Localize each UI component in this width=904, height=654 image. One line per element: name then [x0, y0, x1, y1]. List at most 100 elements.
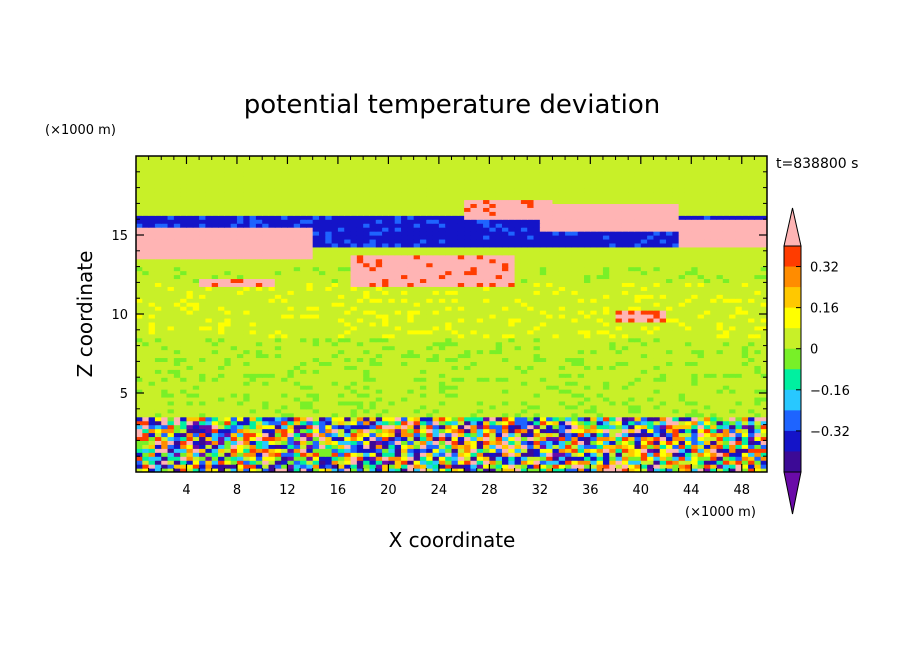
field-cell — [703, 333, 711, 339]
field-cell — [142, 337, 150, 343]
field-cell — [722, 353, 730, 359]
field-cell — [577, 428, 585, 434]
field-cell — [483, 290, 490, 295]
field-cell — [230, 412, 238, 418]
field-cell — [533, 432, 541, 438]
field-cell — [615, 317, 623, 323]
field-cell — [659, 361, 667, 366]
field-cell — [331, 278, 339, 283]
field-cell — [142, 416, 150, 422]
field-cell — [703, 432, 711, 438]
field-cell — [211, 400, 219, 406]
field-cell — [678, 369, 686, 374]
field-cell — [520, 420, 528, 426]
field-cell — [476, 396, 484, 402]
field-cell — [249, 329, 257, 335]
field-cell — [729, 468, 737, 472]
field-cell — [318, 400, 326, 406]
field-cell — [691, 325, 699, 331]
field-cell — [754, 408, 762, 414]
field-cell — [167, 302, 175, 307]
field-cell — [508, 365, 516, 370]
field-cell — [268, 282, 276, 287]
field-cell — [558, 456, 566, 461]
field-cell — [470, 274, 478, 280]
field-cell — [350, 317, 358, 323]
field-cell — [350, 444, 358, 449]
field-cell — [552, 310, 560, 315]
field-cell — [199, 349, 207, 355]
field-cell — [224, 329, 232, 335]
field-cell — [337, 440, 345, 445]
field-cell — [483, 345, 490, 351]
field-cell — [666, 298, 673, 303]
field-cell — [653, 452, 661, 457]
field-cell — [363, 373, 371, 378]
field-cell — [186, 306, 194, 311]
field-cell — [312, 396, 320, 402]
field-cell — [401, 385, 408, 390]
field-cell — [262, 365, 270, 370]
field-cell — [609, 278, 617, 283]
field-cell — [609, 428, 617, 434]
field-cell — [388, 337, 396, 343]
field-cell — [337, 314, 345, 319]
field-cell — [552, 329, 560, 335]
field-cell — [659, 302, 667, 307]
field-cell — [640, 341, 648, 347]
field-cell — [148, 416, 156, 422]
field-cell — [230, 274, 238, 280]
field-cell — [293, 460, 301, 465]
field-cell — [350, 464, 358, 469]
field-cell — [672, 448, 680, 453]
field-cell — [438, 314, 446, 319]
field-cell — [533, 278, 541, 283]
field-cell — [729, 432, 737, 438]
field-cell — [609, 404, 617, 410]
field-cell — [318, 412, 326, 418]
field-cell — [438, 373, 446, 378]
field-cell — [262, 314, 270, 319]
field-cell — [659, 373, 667, 378]
field-cell — [344, 396, 352, 402]
field-cell — [218, 325, 225, 331]
field-cell — [495, 464, 503, 469]
field-cell — [748, 282, 755, 287]
field-cell — [640, 298, 648, 303]
field-cell — [382, 306, 389, 311]
field-cell — [754, 452, 762, 457]
field-cell — [584, 286, 591, 291]
field-cell — [419, 274, 427, 280]
field-cell — [413, 298, 421, 303]
field-cell — [136, 420, 143, 426]
field-cell — [445, 428, 453, 434]
field-cell — [331, 460, 339, 465]
field-cell — [760, 436, 767, 441]
field-cell — [748, 396, 755, 402]
field-cell — [186, 325, 194, 331]
field-cell — [470, 373, 478, 378]
field-cell — [350, 456, 358, 461]
field-cell — [464, 298, 472, 303]
field-cell — [722, 460, 730, 465]
field-cell — [697, 389, 705, 394]
field-cell — [192, 345, 200, 351]
field-cell — [489, 408, 497, 414]
field-cell — [640, 420, 648, 426]
field-cell — [211, 337, 219, 343]
field-cell — [192, 325, 200, 331]
field-cell — [678, 353, 686, 359]
field-cell — [312, 357, 320, 362]
field-cell — [684, 432, 692, 438]
field-cell — [281, 440, 289, 445]
field-cell — [154, 278, 162, 283]
field-cell — [369, 341, 377, 347]
field-cell — [634, 317, 642, 323]
field-cell — [647, 420, 655, 426]
field-cell — [483, 436, 490, 441]
field-cell — [306, 306, 314, 311]
field-cell — [249, 464, 257, 469]
field-cell — [426, 377, 434, 382]
field-cell — [356, 412, 364, 418]
field-cell — [735, 396, 743, 402]
